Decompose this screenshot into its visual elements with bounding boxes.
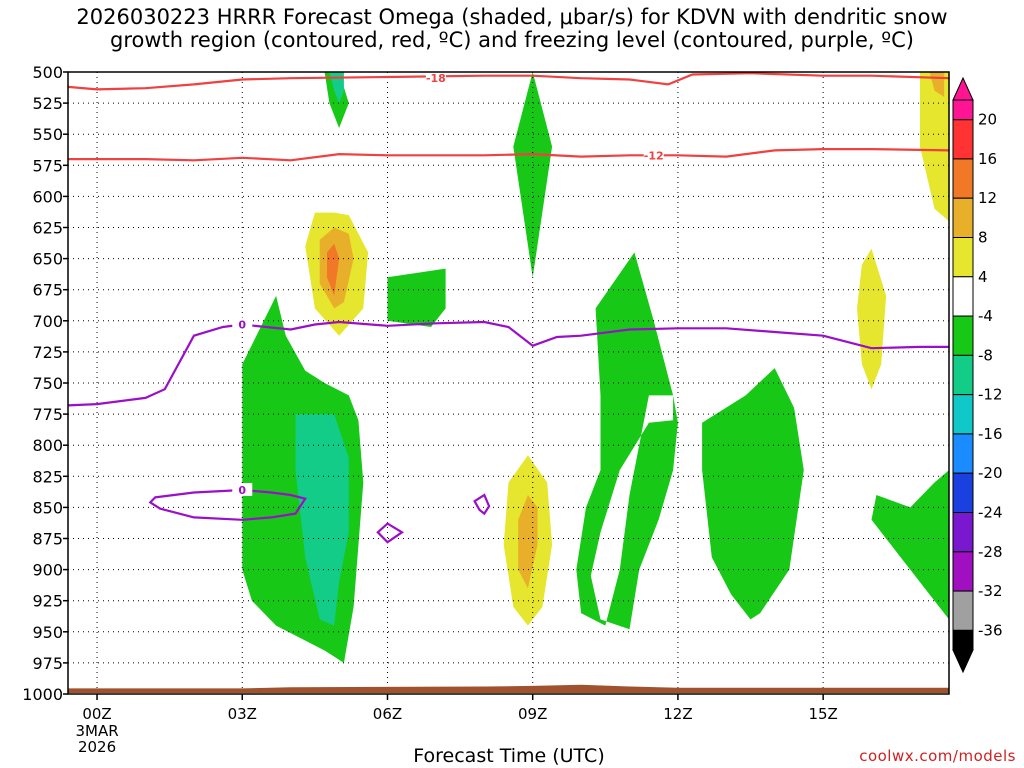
colorbar-box-5 (952, 315, 974, 356)
y-tick-label-550: 550 (32, 125, 63, 144)
colorbar-label-1: 16 (978, 150, 997, 168)
omega-region-1 (329, 72, 344, 104)
grid-layer (68, 71, 949, 695)
x-date-label-0: 3MAR (75, 722, 118, 740)
y-tick-label-875: 875 (32, 530, 63, 549)
colorbar-label-12: -32 (978, 582, 1003, 600)
colorbar-label-0: 20 (978, 111, 997, 129)
colorbar-box-7 (952, 394, 974, 435)
y-tick-label-975: 975 (32, 654, 63, 673)
colorbar-label-10: -24 (978, 504, 1003, 522)
omega-region-2 (513, 72, 553, 278)
colorbar-box-3 (952, 237, 974, 278)
contour-red-minus-18 (67, 72, 950, 91)
colorbar-box-9 (952, 472, 974, 514)
y-tick-label-725: 725 (32, 343, 63, 362)
colorbar-box-10 (952, 512, 974, 553)
omega-region-13 (857, 248, 887, 390)
terrain-fill (68, 684, 949, 693)
chart-title-line-1: 2026030223 HRRR Forecast Omega (shaded, … (76, 5, 948, 29)
colorbar-box-top (952, 99, 974, 121)
colorbar: 20 16 12 8 4 -4 -8 -12 -16 -20 -24 -28 -32 -36 (952, 76, 1003, 674)
y-tick-label-900: 900 (32, 561, 63, 580)
y-tick-label-825: 825 (32, 467, 63, 486)
site-credit: coolwx.com/models (859, 747, 1016, 765)
x-date-label-1: 2026 (78, 738, 116, 756)
contour-purple-small-8z (473, 493, 491, 516)
y-tick-label-700: 700 (32, 312, 63, 331)
contour-layer: -18 -12 0 0 (67, 71, 950, 544)
y-tick-label-950: 950 (32, 623, 63, 642)
y-tick-label-800: 800 (32, 436, 63, 455)
colorbar-box-2 (952, 197, 974, 238)
omega-region-12 (702, 368, 804, 620)
chart-title-line-2: growth region (contoured, red, ºC) and f… (110, 28, 914, 52)
colorbar-label-7: -12 (978, 386, 1003, 404)
colorbar-label-5: -4 (978, 307, 993, 325)
x-tick-label-03Z: 03Z (228, 705, 257, 723)
x-tick-label-06Z: 06Z (373, 705, 402, 723)
colorbar-label-9: -20 (978, 464, 1003, 482)
x-axis-label: Forecast Time (UTC) (413, 745, 605, 767)
y-tick-label-850: 850 (32, 498, 63, 517)
y-tick-label-675: 675 (32, 281, 63, 300)
contour-label-red-minus-18: -18 (426, 72, 446, 85)
colorbar-label-8: -16 (978, 425, 1003, 443)
colorbar-label-13: -36 (978, 621, 1003, 639)
colorbar-box-12 (952, 590, 974, 631)
y-tick-label-1000: 1000 (22, 685, 63, 704)
colorbar-bottom-arrow (952, 649, 974, 674)
contour-purple-small-6z (376, 522, 405, 544)
omega-shading-layer (242, 72, 949, 663)
contour-label-red-minus-12: -12 (644, 149, 664, 162)
contour-label-bg (232, 482, 253, 496)
y-tick-label-625: 625 (32, 219, 63, 238)
contour-purple-zero-fl (67, 320, 949, 407)
colorbar-label-6: -8 (978, 346, 993, 364)
y-tick-label-775: 775 (32, 405, 63, 424)
omega-region-15 (920, 72, 949, 222)
colorbar-box-1 (952, 158, 974, 199)
colorbar-box-8 (952, 433, 974, 474)
y-tick-label-500: 500 (32, 63, 63, 82)
contour-label-purple-zero-fl: 0 (238, 319, 246, 332)
colorbar-label-4: 4 (978, 268, 988, 286)
omega-region-3 (387, 268, 446, 327)
omega-region-6 (327, 243, 340, 296)
colorbar-label-3: 8 (978, 229, 988, 247)
y-tick-label-575: 575 (32, 156, 63, 175)
y-tick-label-750: 750 (32, 374, 63, 393)
y-tick-label-925: 925 (32, 592, 63, 611)
terrain-layer (68, 684, 949, 693)
omega-region-14 (871, 470, 949, 620)
x-tick-label-15Z: 15Z (808, 705, 837, 723)
colorbar-box-11 (952, 551, 974, 592)
y-axis-ticks: 500 525 550 575 600 625 650 675 700 725 750 775 800 8… (22, 63, 68, 704)
colorbar-box-0 (952, 119, 974, 160)
omega-region-8 (295, 414, 349, 626)
colorbar-box-4 (952, 276, 974, 317)
contour-label-purple-zero-low: 0 (238, 484, 246, 497)
colorbar-box-6 (952, 354, 974, 396)
colorbar-label-2: 12 (978, 189, 997, 207)
x-tick-label-12Z: 12Z (663, 705, 692, 723)
contour-label-bg (643, 148, 664, 162)
y-tick-label-525: 525 (32, 94, 63, 113)
contour-label-bg (425, 71, 446, 85)
omega-region-10 (518, 495, 538, 589)
colorbar-label-11: -28 (978, 543, 1003, 561)
colorbar-top-arrow (952, 76, 974, 101)
contour-label-bg (232, 317, 253, 331)
y-tick-label-600: 600 (32, 187, 63, 206)
contour-red-minus-12 (68, 148, 950, 162)
y-tick-label-650: 650 (32, 250, 63, 269)
x-tick-label-09Z: 09Z (518, 705, 547, 723)
x-tick-label-00Z: 00Z (82, 705, 111, 723)
omega-region-11 (576, 252, 678, 630)
colorbar-box-bottom (952, 629, 974, 651)
